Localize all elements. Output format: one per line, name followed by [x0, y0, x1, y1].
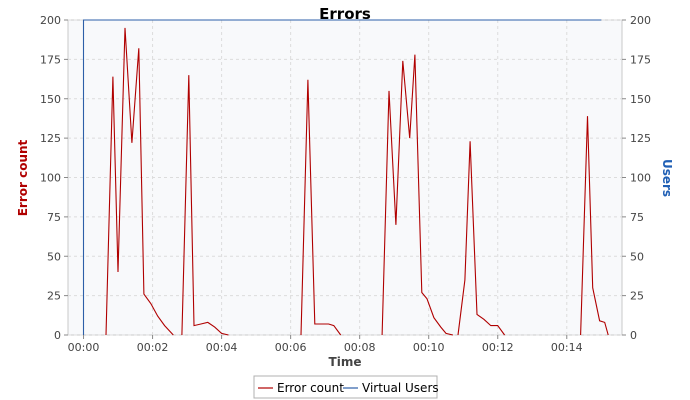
legend-label-virtual-users: Virtual Users: [362, 381, 439, 395]
right-axis-ticks: 0 25 50 75 100 125 150 175 200: [622, 14, 651, 342]
right-tick-label: 50: [630, 250, 644, 263]
left-tick-label: 50: [47, 250, 61, 263]
right-tick-label: 125: [630, 132, 651, 145]
left-axis-title: Error count: [16, 139, 30, 216]
right-tick-label: 175: [630, 53, 651, 66]
right-tick-label: 0: [630, 329, 637, 342]
series-line-error-count: [580, 116, 609, 336]
right-axis-title: Users: [660, 159, 674, 197]
left-tick-label: 175: [40, 53, 61, 66]
series-line-virtual-users: [82, 19, 602, 335]
x-tick-label: 00:02: [137, 341, 169, 354]
legend-label-error-count: Error count: [277, 381, 344, 395]
left-tick-label: 150: [40, 93, 61, 106]
series-lines: [82, 19, 609, 336]
left-tick-label: 125: [40, 132, 61, 145]
left-tick-label: 75: [47, 211, 61, 224]
left-tick-label: 0: [54, 329, 61, 342]
chart-title: Errors: [319, 5, 371, 23]
x-tick-label: 00:10: [413, 341, 445, 354]
series-line-error-count: [181, 75, 229, 336]
right-tick-label: 100: [630, 172, 651, 185]
left-tick-label: 200: [40, 14, 61, 27]
x-axis-ticks: 00:00 00:02 00:04 00:06 00:08 00:10 00:12 00:14: [68, 335, 583, 354]
series-line-error-count: [300, 79, 342, 336]
left-tick-label: 25: [47, 290, 61, 303]
right-tick-label: 25: [630, 290, 644, 303]
right-tick-label: 200: [630, 14, 651, 27]
grid-lines: [68, 19, 622, 336]
x-tick-label: 00:00: [68, 341, 100, 354]
x-tick-label: 00:06: [275, 341, 307, 354]
x-axis-title: Time: [329, 355, 362, 369]
series-line-error-count: [381, 54, 454, 336]
series-line-error-count: [457, 141, 506, 336]
x-tick-label: 00:08: [344, 341, 376, 354]
legend: Error count Virtual Users: [253, 375, 439, 399]
x-tick-label: 00:04: [206, 341, 238, 354]
right-tick-label: 150: [630, 93, 651, 106]
left-tick-label: 100: [40, 172, 61, 185]
right-tick-label: 75: [630, 211, 644, 224]
x-tick-label: 00:14: [551, 341, 583, 354]
legend-box: [253, 375, 438, 399]
series-line-error-count: [105, 27, 174, 336]
x-tick-label: 00:12: [482, 341, 514, 354]
left-axis-ticks: 0 25 50 75 100 125 150 175 200: [40, 14, 68, 342]
